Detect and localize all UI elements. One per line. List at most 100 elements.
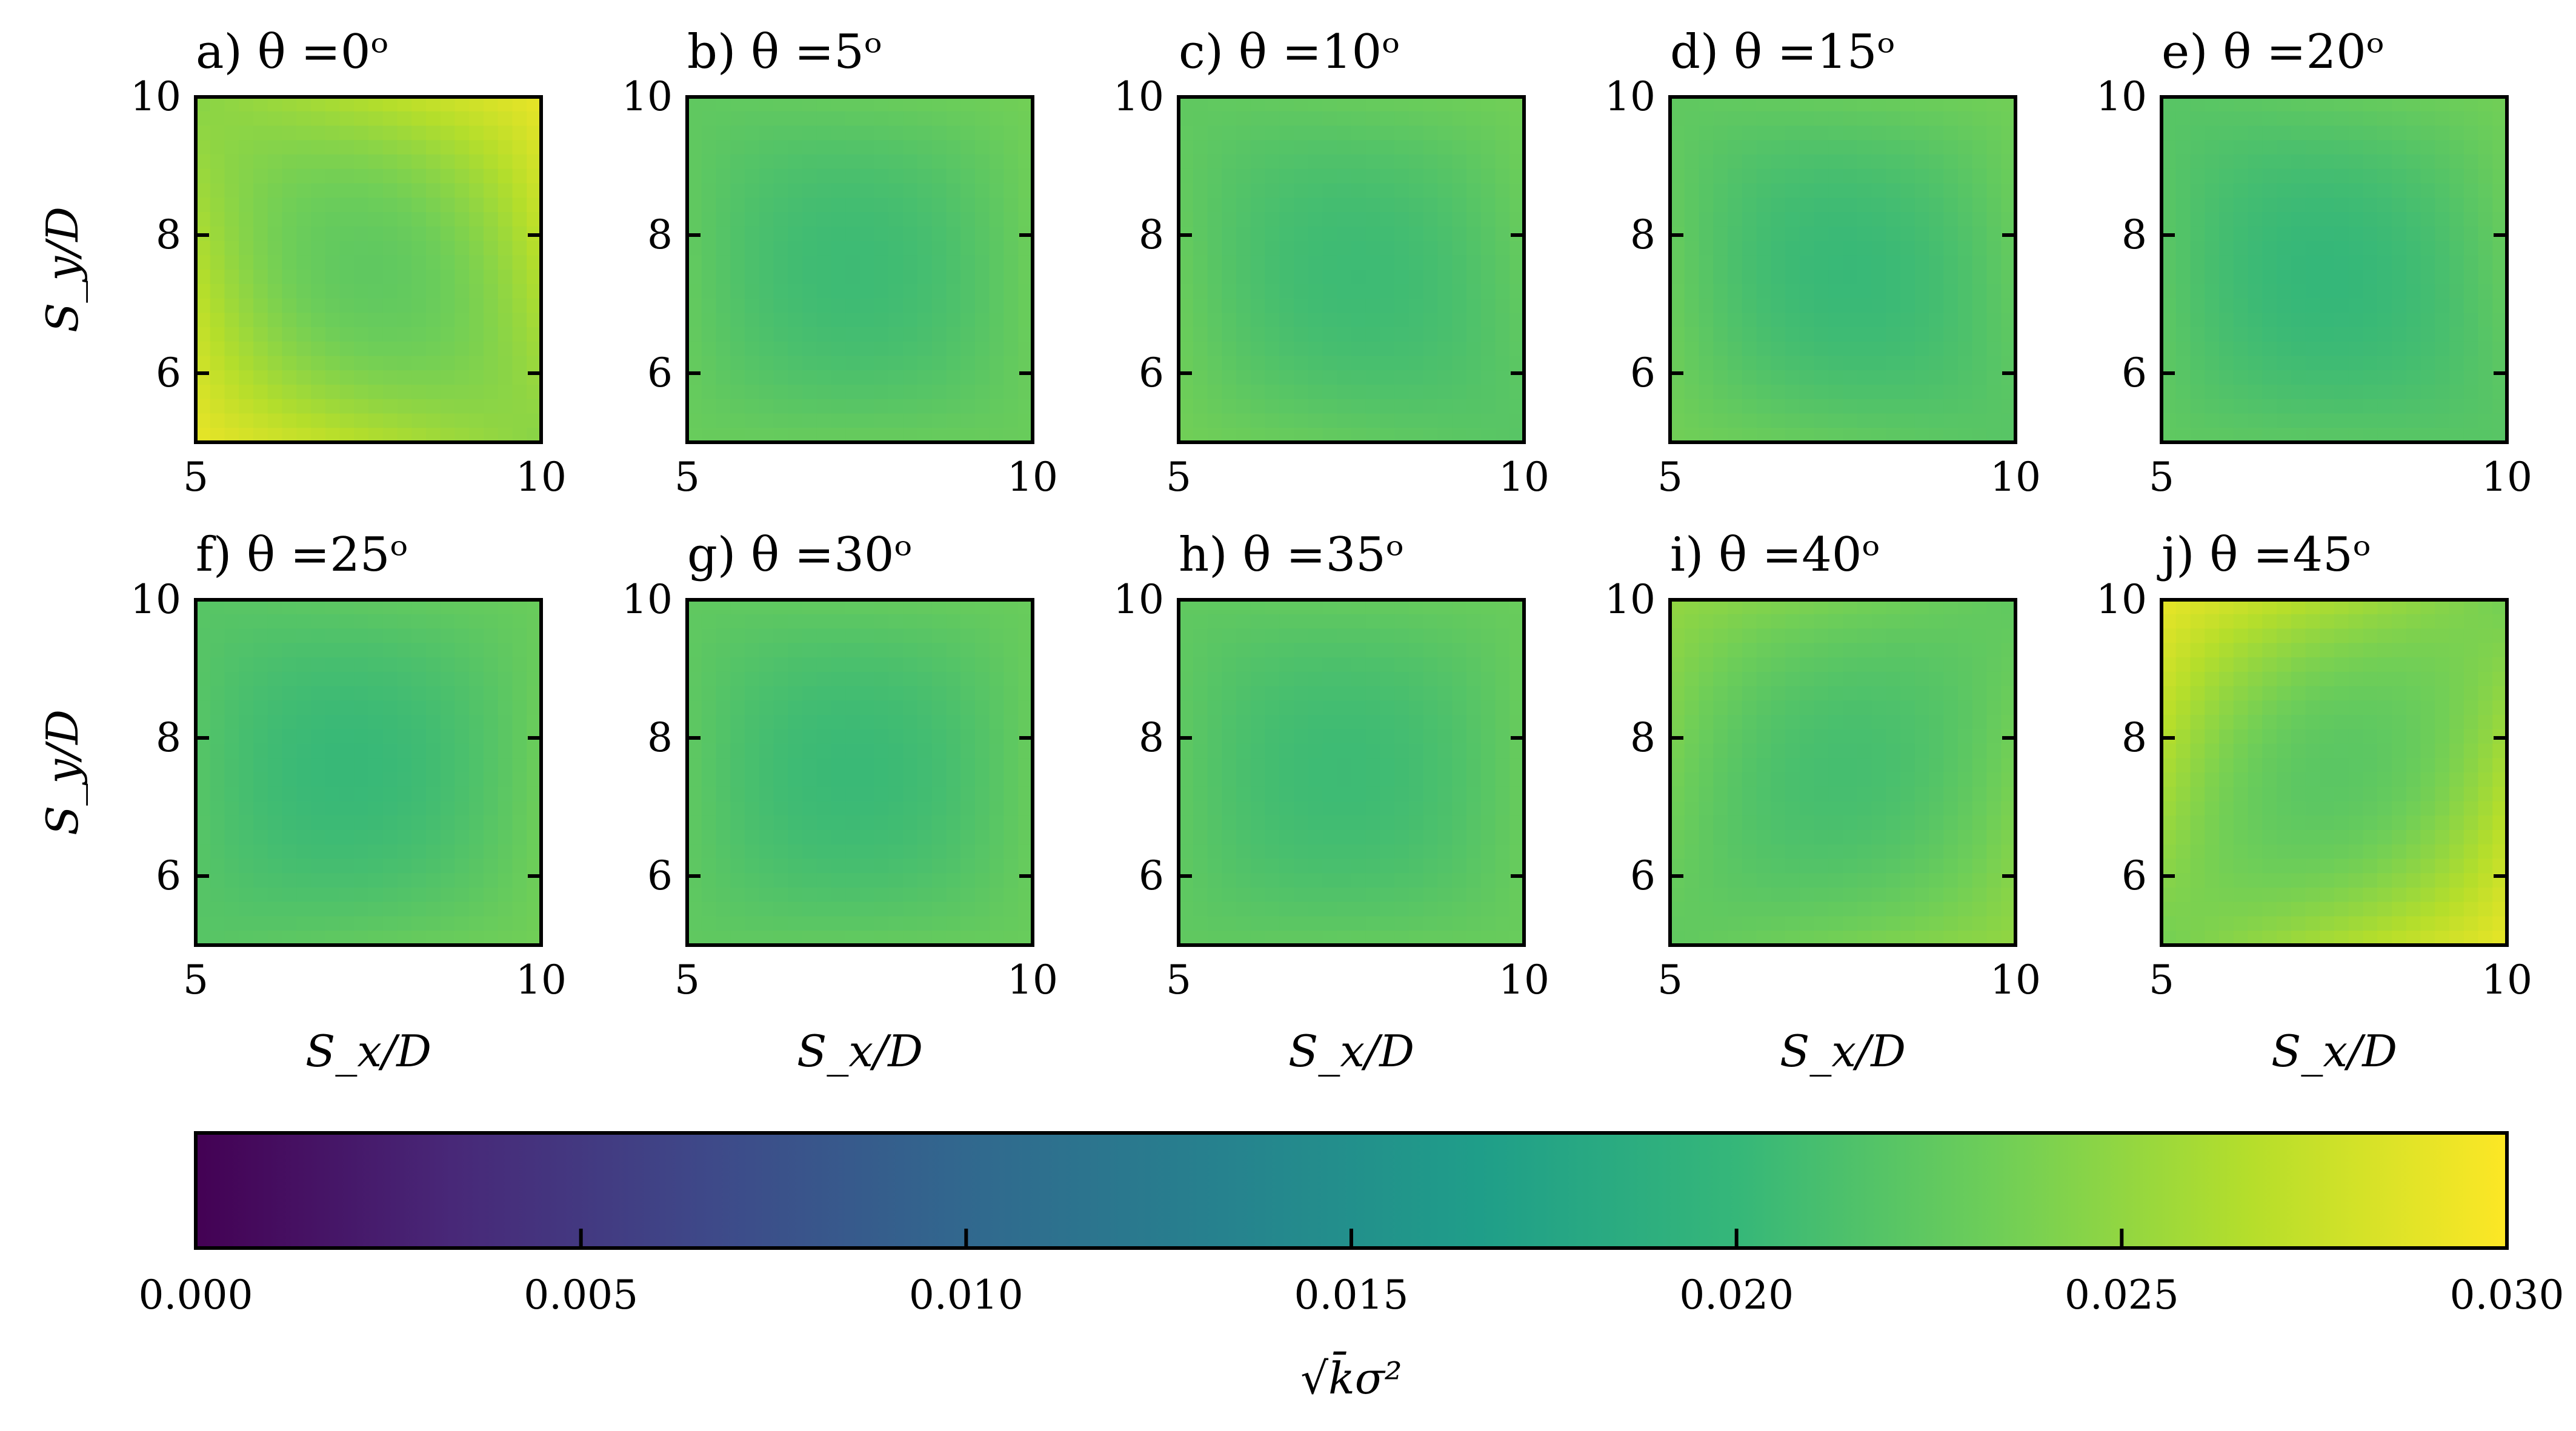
heatmap-cell [860,255,875,270]
heatmap-cell [1480,284,1496,299]
heatmap-cell [2175,270,2191,285]
heatmap-cell [1308,758,1323,773]
heatmap-cell [1308,385,1323,400]
heatmap-cell [411,198,427,213]
heatmap-cell [210,284,225,299]
heatmap-cell [1728,168,1743,184]
heatmap-cell [325,671,341,687]
heatmap-cell [874,298,890,313]
heatmap-cell [1337,844,1352,860]
heatmap-cell [975,298,990,313]
heatmap-cell [325,815,341,831]
heatmap-cell [311,772,326,788]
heatmap-cell [2449,255,2465,270]
heatmap-cell [1452,830,1467,845]
heatmap-cell [1799,370,1815,385]
heatmap-cell [1250,428,1266,443]
heatmap-cell [1409,614,1424,629]
heatmap-cell [1423,212,1439,227]
heatmap-cell [831,931,846,946]
heatmap-cell [1380,284,1395,299]
heatmap-cell [196,198,211,213]
heatmap-cell [311,111,326,127]
heatmap-cell [1394,97,1409,112]
heatmap-cell [1958,700,1973,716]
heatmap-cell [730,125,745,141]
heatmap-cell [687,916,702,931]
heatmap-cell [2205,385,2220,400]
heatmap-cell [1394,270,1409,285]
heatmap-cell [210,154,225,170]
heatmap-cell [1871,428,1886,443]
heatmap-cell [1799,385,1815,400]
heatmap-cell [1380,270,1395,285]
heatmap-cell [1857,183,1872,198]
heatmap-cell [1756,168,1771,184]
heatmap-cell [1480,671,1496,687]
heatmap-cell [1670,628,1685,643]
heatmap-cell [1452,815,1467,831]
heatmap-cell [1294,743,1309,759]
heatmap-cell [1409,168,1424,184]
heatmap-cell [512,270,527,285]
y-tick-label: 8 [156,211,181,258]
heatmap-cell [874,399,890,414]
heatmap-cell [1843,671,1858,687]
heatmap-cell [267,154,283,170]
heatmap-cell [687,844,702,860]
heatmap-cell [484,270,499,285]
heatmap-cell [2001,356,2016,371]
heatmap-cell [2205,140,2220,155]
heatmap-cell [267,168,283,184]
heatmap-cell [311,370,326,385]
heatmap-cell [1943,628,1959,643]
axes-frame [685,598,1034,947]
heatmap-cell [1207,198,1222,213]
heatmap-cell [1929,154,1944,170]
heatmap-cell [1509,313,1525,328]
heatmap-cell [339,786,354,802]
heatmap-cell [888,786,904,802]
heatmap-cell [903,844,918,860]
heatmap-cell [759,815,774,831]
heatmap-cell [2001,241,2016,256]
heatmap-cell [2320,255,2335,270]
heatmap-cell [788,628,803,643]
heatmap-cell [1351,700,1366,716]
heatmap-cell [860,413,875,428]
heatmap-cell [1828,284,1843,299]
heatmap-cell [2262,212,2277,227]
heatmap-cell [860,772,875,788]
heatmap-cell [759,628,774,643]
heatmap-cell [1265,786,1280,802]
heatmap-cell [2219,255,2234,270]
heatmap-cell [989,873,1005,888]
heatmap-cell [860,758,875,773]
heatmap-cell [339,183,354,198]
heatmap-cell [2277,241,2292,256]
heatmap-cell [946,916,961,931]
heatmap-cell [1236,125,1251,141]
heatmap-cell [2334,154,2349,170]
heatmap-cell [1322,255,1337,270]
heatmap-cell [339,111,354,127]
heatmap-cell [2162,125,2177,141]
heatmap-cell [745,772,760,788]
heatmap-cell [1322,399,1337,414]
heatmap-cell [874,241,890,256]
heatmap-cell [687,385,702,400]
heatmap-cell [354,226,369,242]
heatmap-cell [239,198,254,213]
heatmap-cell [802,873,817,888]
heatmap-cell [716,758,731,773]
heatmap-cell [1250,356,1266,371]
heatmap-cell [1480,370,1496,385]
heatmap-cell [845,198,860,213]
heatmap-cell [1018,844,1033,860]
heatmap-cell [1003,298,1019,313]
heatmap-cell [931,370,947,385]
heatmap-cell [1756,183,1771,198]
